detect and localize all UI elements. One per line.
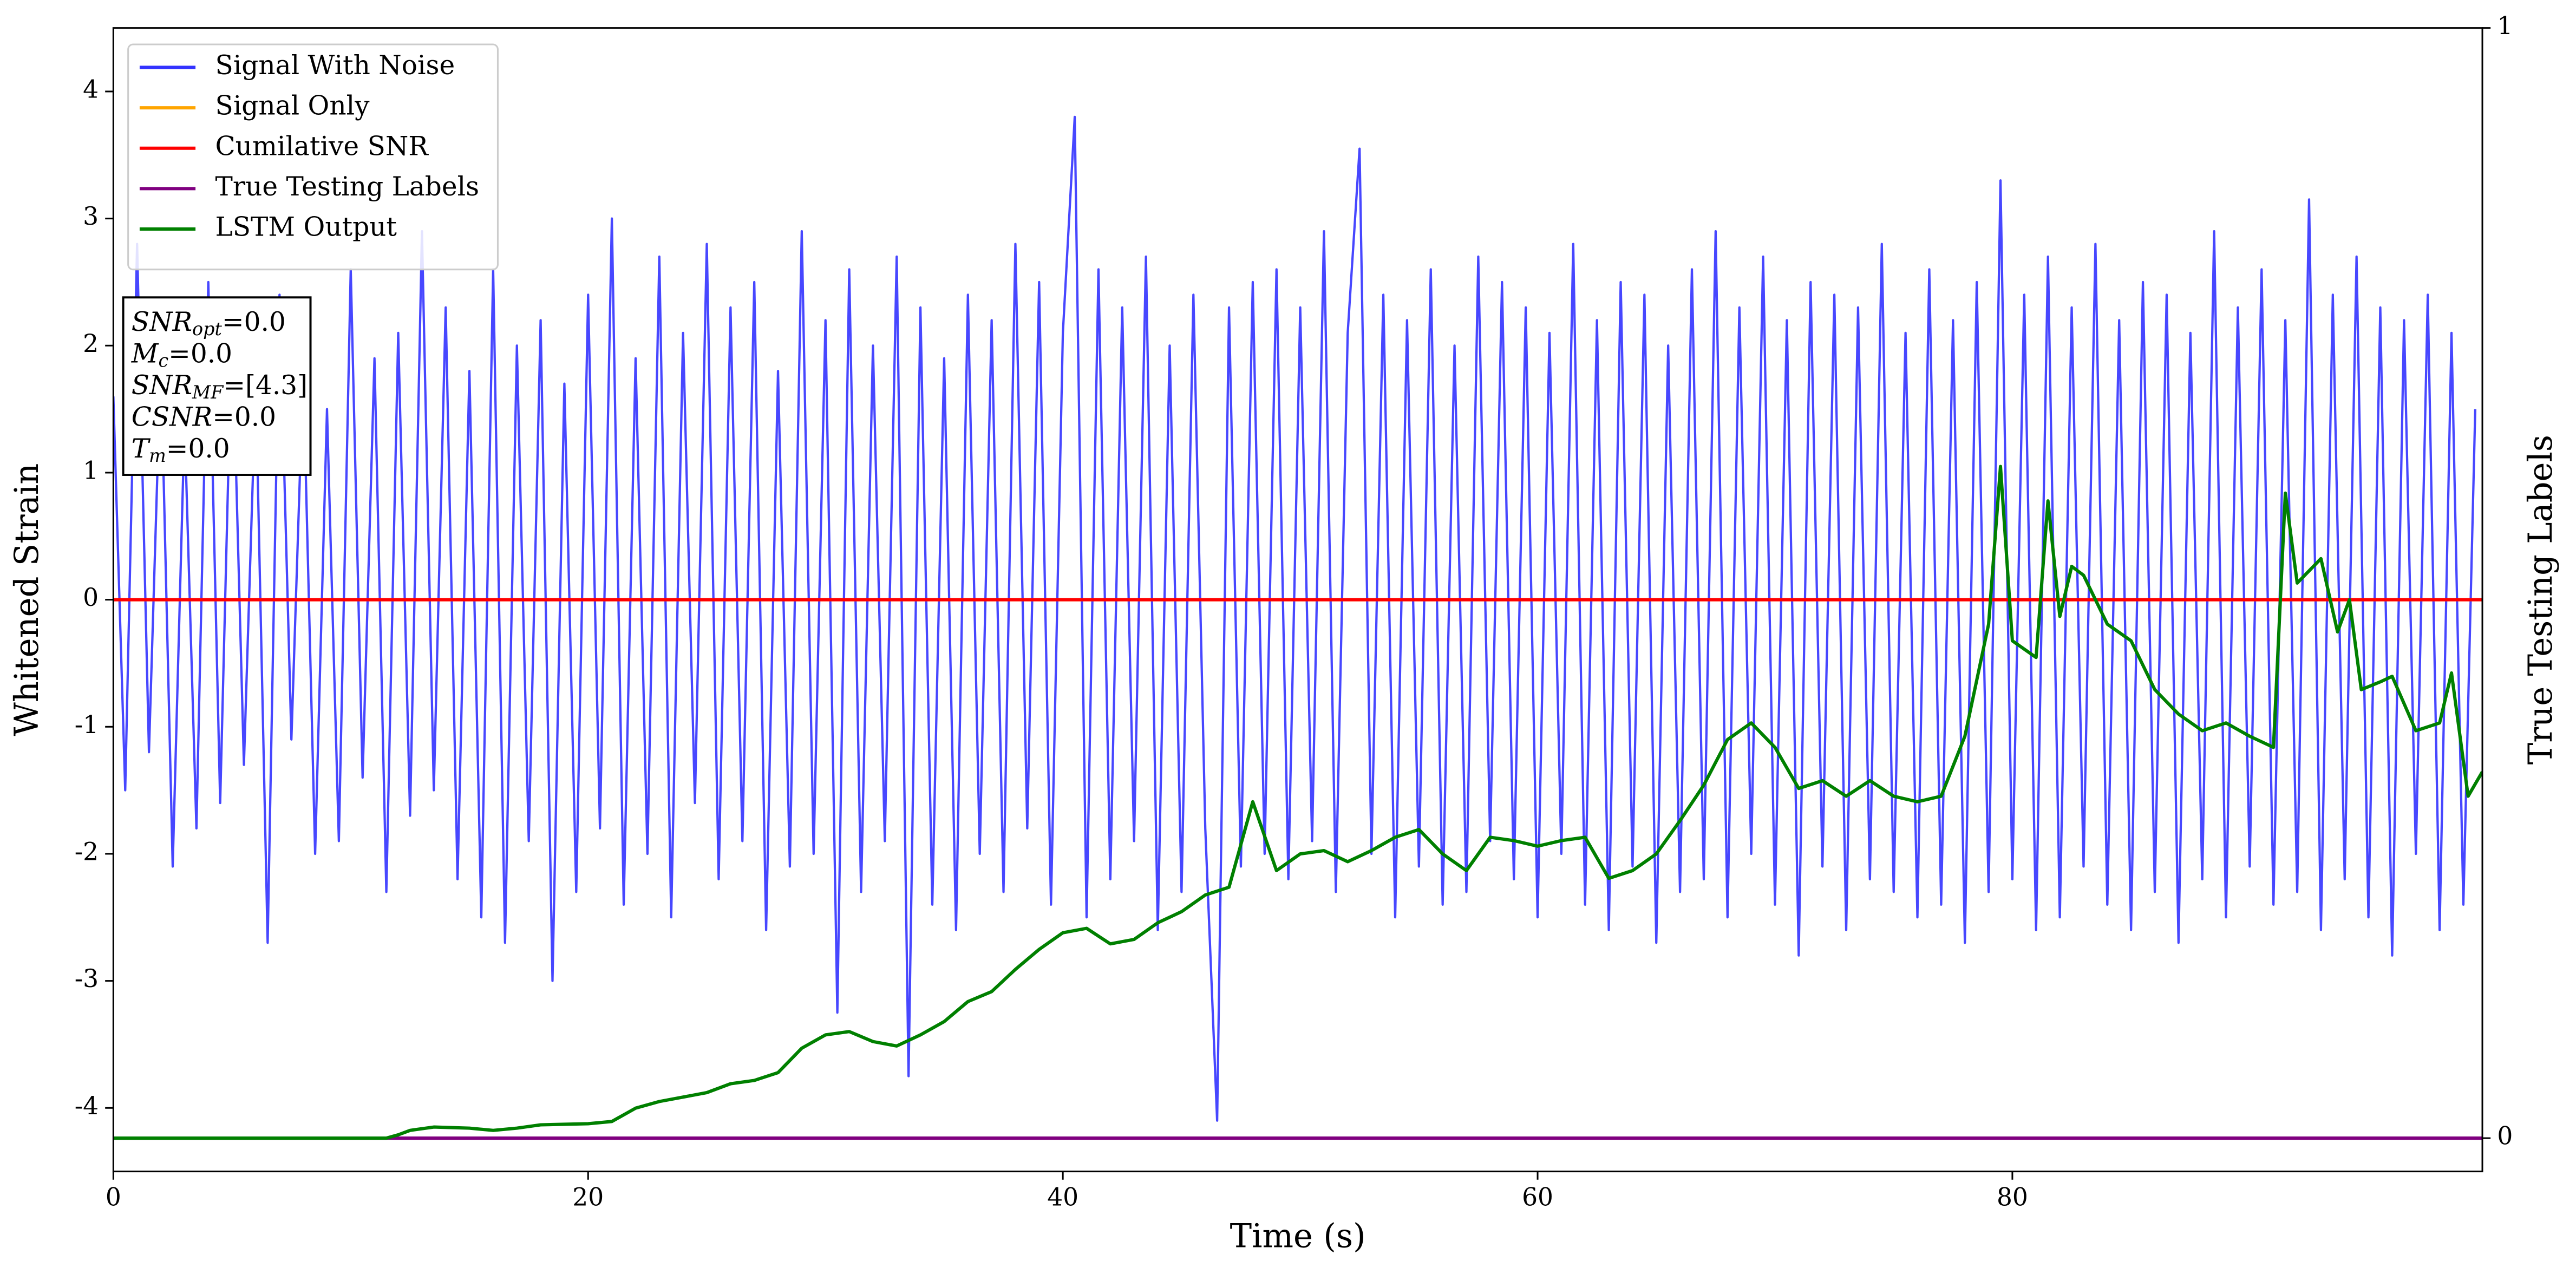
y2-tick-label: 1	[2497, 11, 2513, 40]
annotation-line: SNRMF=[4.3]	[132, 370, 308, 403]
x-tick-label: 40	[1047, 1183, 1078, 1212]
annotation-symbol: T	[132, 434, 151, 464]
series-line	[113, 115, 2477, 1122]
annotation-box	[122, 296, 312, 476]
legend-label: Cumilative SNR	[215, 131, 429, 161]
annotation-subscript: c	[158, 350, 168, 371]
y-tick-label: 0	[83, 583, 99, 612]
annotation-subscript: m	[149, 445, 166, 466]
x-tick-label: 80	[1997, 1183, 2028, 1212]
plot-frame	[112, 27, 2483, 1173]
legend-label: LSTM Output	[215, 212, 397, 243]
y-tick-label: -4	[75, 1092, 99, 1120]
annotation-symbol: SNR	[132, 306, 192, 337]
annotation-symbol: SNR	[132, 370, 192, 400]
annotation-line: Mc=0.0	[131, 338, 232, 371]
annotation-value: =0.0	[166, 434, 230, 464]
legend-box	[127, 43, 499, 271]
y-tick-label: -1	[75, 710, 99, 739]
y-tick-label: 3	[83, 202, 99, 231]
legend-label: Signal Only	[215, 91, 370, 121]
x-tick-label: 60	[1522, 1183, 1553, 1212]
x-tick-label: 20	[572, 1183, 604, 1212]
y-tick-label: -3	[75, 964, 99, 993]
plot-area	[113, 115, 2483, 1140]
annotation-symbol: M	[131, 338, 159, 369]
annotation-value: =[4.3]	[223, 370, 308, 400]
y-tick-label: 1	[83, 456, 99, 485]
annotation-line: Tm=0.0	[132, 434, 230, 467]
x-axis-label: Time (s)	[1230, 1218, 1366, 1256]
series-line	[113, 465, 2483, 1140]
annotation-line: CSNR=0.0	[132, 402, 276, 432]
y-tick-label: 2	[83, 329, 99, 358]
annotation-value: =0.0	[222, 306, 286, 337]
y-tick-label: -2	[75, 837, 99, 866]
legend-label: Signal With Noise	[215, 50, 455, 81]
y2-tick-label: 0	[2497, 1122, 2513, 1151]
x-tick-label: 0	[106, 1183, 121, 1212]
y2-axis-label: True Testing Labels	[2522, 435, 2560, 765]
y-axis-label: Whitened Strain	[8, 463, 46, 736]
legend-label: True Testing Labels	[215, 172, 480, 202]
annotation-value: =0.0	[168, 338, 232, 369]
annotation-line: SNRopt=0.0	[132, 306, 286, 339]
annotation-subscript: MF	[192, 382, 224, 403]
y-tick-label: 4	[83, 75, 99, 103]
annotation-symbol: CSNR	[132, 402, 212, 432]
annotation-subscript: opt	[192, 318, 222, 339]
annotation-value: =0.0	[212, 402, 276, 432]
